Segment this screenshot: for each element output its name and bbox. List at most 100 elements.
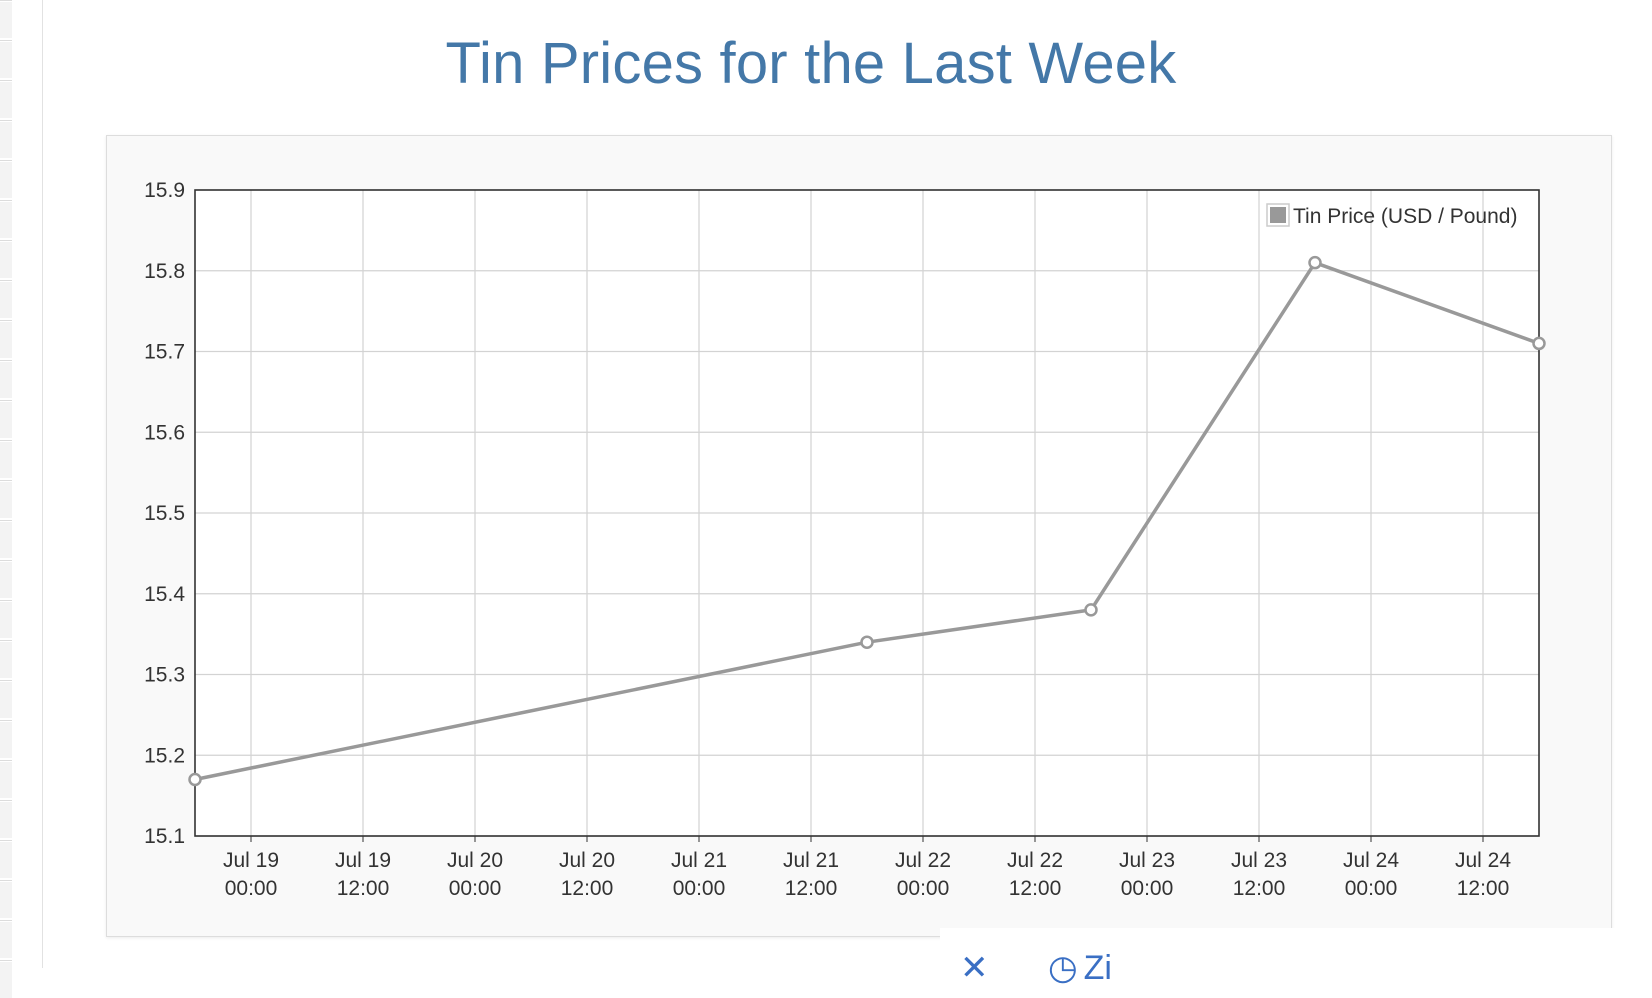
sidebar-divider: [0, 400, 12, 401]
sidebar-divider: [0, 480, 12, 481]
bottom-toolbar: ✕ ◷ Zi: [960, 948, 1212, 987]
sidebar-cell: [0, 362, 12, 398]
sidebar-cell: [0, 842, 12, 878]
sidebar-cell: [0, 202, 12, 238]
y-tick-label: 15.8: [144, 260, 185, 283]
sidebar-divider: [0, 40, 12, 41]
sidebar-cell: [0, 762, 12, 798]
left-sidebar-strip: [0, 0, 43, 998]
sidebar-divider: [0, 560, 12, 561]
x-tick-label-date: Jul 21: [783, 849, 839, 872]
clock-icon: ◷: [1047, 949, 1078, 987]
sidebar-cell: [0, 42, 12, 78]
sidebar-divider: [0, 800, 12, 801]
sidebar-divider: [0, 80, 12, 81]
sidebar-cell: [0, 882, 12, 918]
sidebar-cell: [0, 562, 12, 598]
x-tick-label-time: 00:00: [1121, 877, 1174, 900]
close-icon[interactable]: ✕: [960, 949, 989, 987]
x-tick-label-time: 00:00: [897, 877, 950, 900]
y-tick-label: 15.7: [144, 341, 185, 364]
sidebar-cell: [0, 322, 12, 358]
sidebar-cell: [0, 162, 12, 198]
sidebar-cell: [0, 642, 12, 678]
sidebar-cell: [0, 482, 12, 518]
sidebar-divider: [0, 960, 12, 961]
sidebar-cell: [0, 522, 12, 558]
sidebar-cell: [0, 282, 12, 318]
sidebar-cell: [0, 682, 12, 718]
x-tick-label-date: Jul 22: [1007, 849, 1063, 872]
sidebar-divider: [0, 0, 12, 1]
sidebar-cell: [0, 722, 12, 758]
chart-panel: 15.1 15.2 15.3 15.4 15.5 15.6 15.7 15.8 15.9 Jul …: [106, 135, 1612, 937]
sidebar-cell: [0, 82, 12, 118]
bottom-toolbar-overlay: [940, 928, 1652, 968]
legend-label: Tin Price (USD / Pound): [1293, 205, 1517, 228]
data-point: [1308, 255, 1322, 270]
x-tick-label-time: 00:00: [673, 877, 726, 900]
data-point: [1084, 603, 1098, 617]
sidebar-divider: [0, 600, 12, 601]
sidebar-cell: [0, 922, 12, 958]
sidebar-cell: [0, 402, 12, 438]
x-tick-label-time: 12:00: [561, 877, 614, 900]
sidebar-divider: [0, 160, 12, 161]
line-chart: 15.1 15.2 15.3 15.4 15.5 15.6 15.7 15.8 15.9 Jul …: [107, 136, 1611, 936]
x-tick-label-date: Jul 21: [671, 849, 727, 872]
y-tick-label: 15.6: [144, 421, 185, 444]
chart-title: Tin Prices for the Last Week: [445, 31, 1177, 96]
data-point: [860, 635, 874, 649]
x-tick-label-date: Jul 23: [1231, 849, 1287, 872]
sidebar-divider: [0, 120, 12, 121]
sidebar-cell: [0, 602, 12, 638]
sidebar-divider: [0, 760, 12, 761]
plot-border: [194, 189, 1540, 837]
x-tick-label-date: Jul 23: [1119, 849, 1175, 872]
sidebar-divider: [0, 640, 12, 641]
sidebar-divider: [0, 360, 12, 361]
x-tick-label-time: 12:00: [1233, 877, 1286, 900]
x-tick-label-time: 00:00: [1345, 877, 1398, 900]
zoom-label: Zi: [1083, 949, 1112, 987]
x-tick-label-date: Jul 20: [559, 849, 615, 872]
sidebar-cell: [0, 242, 12, 278]
sidebar-divider: [0, 720, 12, 721]
sidebar-cell: [0, 962, 12, 998]
sidebar-divider: [0, 840, 12, 841]
sidebar-divider: [0, 320, 12, 321]
y-tick-label: 15.3: [144, 664, 185, 687]
x-tick-label-time: 00:00: [449, 877, 502, 900]
sidebar-divider: [0, 880, 12, 881]
y-tick-label: 15.9: [144, 179, 185, 202]
sidebar-divider: [0, 440, 12, 441]
zoom-control[interactable]: ◷ Zi: [1048, 948, 1162, 988]
sidebar-cell: [0, 2, 12, 38]
x-tick-label-date: Jul 19: [335, 849, 391, 872]
sidebar-cell: [0, 122, 12, 158]
x-tick-label-time: 12:00: [1009, 877, 1062, 900]
y-tick-label: 15.1: [144, 825, 185, 848]
legend-swatch: [1270, 207, 1286, 223]
sidebar-divider: [0, 200, 12, 201]
sidebar-cell: [0, 442, 12, 478]
sidebar-divider: [0, 280, 12, 281]
sidebar-cell: [0, 802, 12, 838]
sidebar-divider: [0, 240, 12, 241]
x-tick-label-date: Jul 20: [447, 849, 503, 872]
data-point: [1532, 336, 1546, 351]
sidebar-divider: [0, 680, 12, 681]
x-tick-label-time: 12:00: [785, 877, 838, 900]
y-tick-label: 15.2: [144, 744, 185, 767]
x-tick-label-time: 00:00: [225, 877, 278, 900]
data-point: [188, 772, 202, 787]
x-tick-label-date: Jul 24: [1343, 849, 1399, 872]
y-tick-label: 15.4: [144, 583, 185, 606]
sidebar-divider: [0, 920, 12, 921]
y-tick-label: 15.5: [144, 502, 185, 525]
x-tick-label-time: 12:00: [337, 877, 390, 900]
x-tick-label-time: 12:00: [1457, 877, 1510, 900]
x-tick-label-date: Jul 19: [223, 849, 279, 872]
sidebar-divider: [0, 520, 12, 521]
x-tick-label-date: Jul 24: [1455, 849, 1511, 872]
